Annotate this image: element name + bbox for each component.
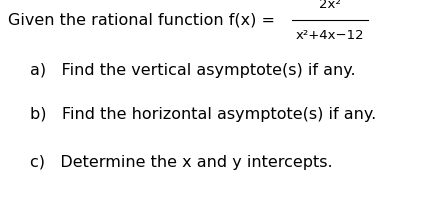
Text: Given the rational function f(x) =: Given the rational function f(x) = bbox=[8, 13, 275, 27]
Text: x²+4x−12: x²+4x−12 bbox=[296, 29, 364, 42]
Text: c)   Determine the x and y intercepts.: c) Determine the x and y intercepts. bbox=[30, 155, 333, 170]
Text: b)   Find the horizontal asymptote(s) if any.: b) Find the horizontal asymptote(s) if a… bbox=[30, 108, 376, 122]
Text: 2x²: 2x² bbox=[319, 0, 341, 11]
Text: a)   Find the vertical asymptote(s) if any.: a) Find the vertical asymptote(s) if any… bbox=[30, 62, 356, 78]
